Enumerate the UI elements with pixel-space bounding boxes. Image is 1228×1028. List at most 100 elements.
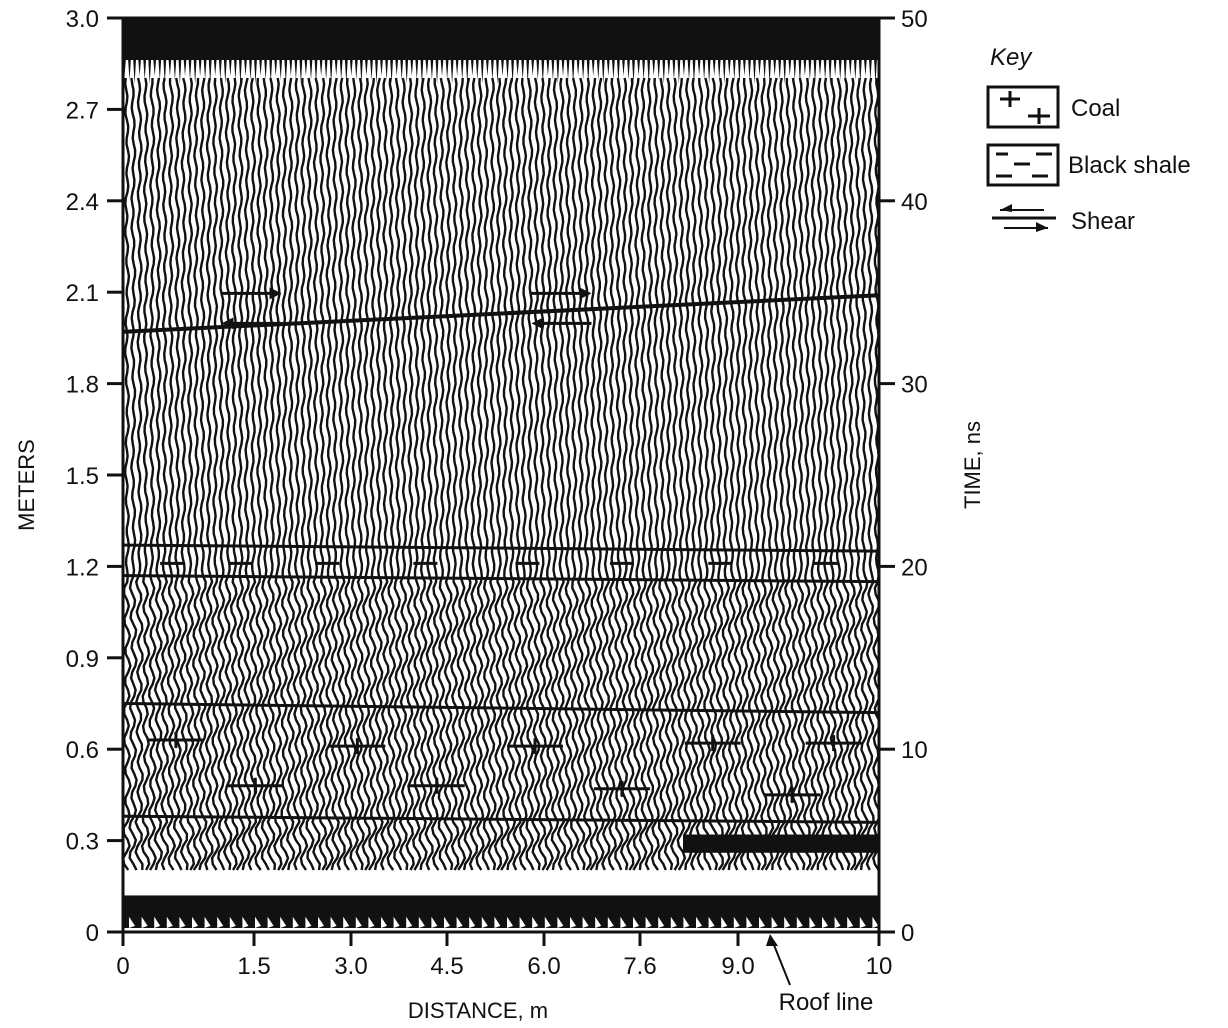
legend-title: Key bbox=[990, 44, 1033, 71]
radar-trace bbox=[563, 77, 573, 871]
top-band-tooth bbox=[506, 58, 509, 80]
top-band-tooth bbox=[712, 58, 716, 76]
top-band-tooth bbox=[793, 58, 797, 80]
bottom-band-chevron bbox=[242, 916, 249, 928]
coal-mark bbox=[764, 786, 821, 803]
top-band-tooth bbox=[702, 58, 706, 80]
top-band-tooth bbox=[838, 58, 842, 80]
bottom-band-chevron bbox=[796, 916, 803, 928]
radar-trace bbox=[462, 77, 473, 871]
top-band-tooth bbox=[339, 58, 343, 80]
bottom-band-chevron bbox=[456, 916, 463, 928]
radar-trace bbox=[393, 77, 403, 871]
radar-trace bbox=[324, 77, 334, 871]
roof-line-pointer bbox=[771, 939, 791, 986]
bottom-band-chevron bbox=[355, 916, 362, 928]
bottom-band-chevron bbox=[166, 916, 173, 928]
top-band-tooth bbox=[717, 58, 721, 80]
radar-trace bbox=[669, 77, 680, 871]
radar-trace bbox=[172, 77, 183, 871]
top-band-tooth bbox=[163, 58, 167, 84]
top-band-tooth bbox=[818, 58, 822, 76]
bottom-band-chevron bbox=[607, 916, 614, 928]
shear-mark bbox=[221, 287, 282, 330]
top-band-tooth bbox=[470, 58, 474, 76]
radar-trace bbox=[650, 77, 661, 871]
bottom-band-chevron bbox=[570, 916, 576, 928]
radar-trace bbox=[795, 77, 806, 871]
top-band-tooth bbox=[203, 58, 207, 80]
radar-trace bbox=[437, 77, 448, 871]
bottom-band-chevron bbox=[217, 916, 224, 928]
left-y-tick-label: 0 bbox=[86, 920, 99, 947]
top-band-tooth bbox=[354, 58, 358, 80]
top-band-tooth bbox=[440, 58, 444, 76]
bottom-band-chevron bbox=[267, 916, 274, 928]
radar-trace bbox=[367, 77, 378, 871]
top-band-tooth bbox=[788, 58, 792, 76]
reflector-black-shale-top bbox=[122, 543, 880, 553]
top-band-tooth bbox=[244, 58, 247, 76]
reflector-coal-base bbox=[122, 814, 880, 824]
top-band-tooth bbox=[511, 58, 515, 84]
top-band-tooth bbox=[138, 58, 142, 76]
top-band-tooth bbox=[183, 58, 187, 76]
bottom-band-chevron bbox=[431, 916, 438, 928]
top-band-tooth bbox=[294, 58, 298, 80]
right-y-tick-label: 50 bbox=[901, 6, 928, 33]
top-band-tooth bbox=[566, 58, 570, 80]
radar-trace bbox=[859, 77, 870, 871]
roof-coal-reflection bbox=[683, 834, 879, 853]
top-band-tooth bbox=[798, 58, 802, 84]
top-band-tooth bbox=[677, 58, 681, 84]
roof-line-arrowhead bbox=[766, 934, 778, 946]
x-tick-label: 9.0 bbox=[721, 953, 754, 980]
top-band-tooth bbox=[551, 58, 555, 80]
radar-trace bbox=[235, 77, 246, 871]
left-y-tick-label: 2.7 bbox=[66, 97, 99, 124]
bottom-band-chevron bbox=[771, 916, 778, 928]
coal-mark bbox=[227, 777, 284, 794]
radar-trace bbox=[518, 77, 529, 871]
right-y-tick-label: 10 bbox=[901, 737, 928, 764]
top-band-tooth bbox=[828, 58, 832, 84]
top-band-tooth bbox=[561, 58, 565, 76]
right-y-tick-label: 20 bbox=[901, 554, 928, 581]
bottom-band-chevron bbox=[708, 916, 715, 928]
top-band-tooth bbox=[697, 58, 701, 76]
radar-trace bbox=[450, 77, 460, 871]
top-band-tooth bbox=[450, 58, 454, 84]
radar-trace bbox=[210, 77, 221, 871]
bottom-band-chevron bbox=[721, 916, 728, 928]
radar-trace bbox=[273, 77, 283, 871]
top-band-tooth bbox=[153, 58, 157, 76]
top-band-tooth bbox=[254, 58, 257, 84]
top-band-tooth bbox=[213, 58, 217, 76]
top-band-tooth bbox=[722, 58, 726, 84]
radar-trace bbox=[638, 77, 649, 871]
radar-trace bbox=[140, 77, 151, 871]
top-band-tooth bbox=[380, 58, 383, 76]
bottom-band-chevron bbox=[645, 916, 652, 928]
top-band-tooth bbox=[385, 58, 389, 80]
top-band-tooth bbox=[158, 58, 162, 80]
radar-trace bbox=[153, 77, 164, 871]
top-band-tooth bbox=[526, 58, 530, 84]
bottom-band-chevron bbox=[192, 916, 198, 928]
left-y-tick-label: 1.5 bbox=[66, 463, 99, 490]
top-band-tooth bbox=[627, 58, 630, 80]
top-band-tooth bbox=[430, 58, 434, 80]
top-band-tooth bbox=[571, 58, 575, 84]
bottom-band-chevron bbox=[544, 916, 551, 928]
radar-trace bbox=[626, 77, 636, 871]
x-axis-title: DISTANCE, m bbox=[408, 998, 548, 1023]
radar-trace bbox=[298, 77, 309, 871]
radar-trace bbox=[582, 77, 592, 871]
radar-trace bbox=[544, 77, 554, 871]
radar-trace bbox=[405, 77, 415, 871]
radar-trace bbox=[714, 77, 724, 871]
strong-reflection-bands bbox=[123, 18, 879, 928]
bottom-band-chevron bbox=[595, 916, 602, 928]
reflector-coal-top bbox=[122, 702, 880, 715]
